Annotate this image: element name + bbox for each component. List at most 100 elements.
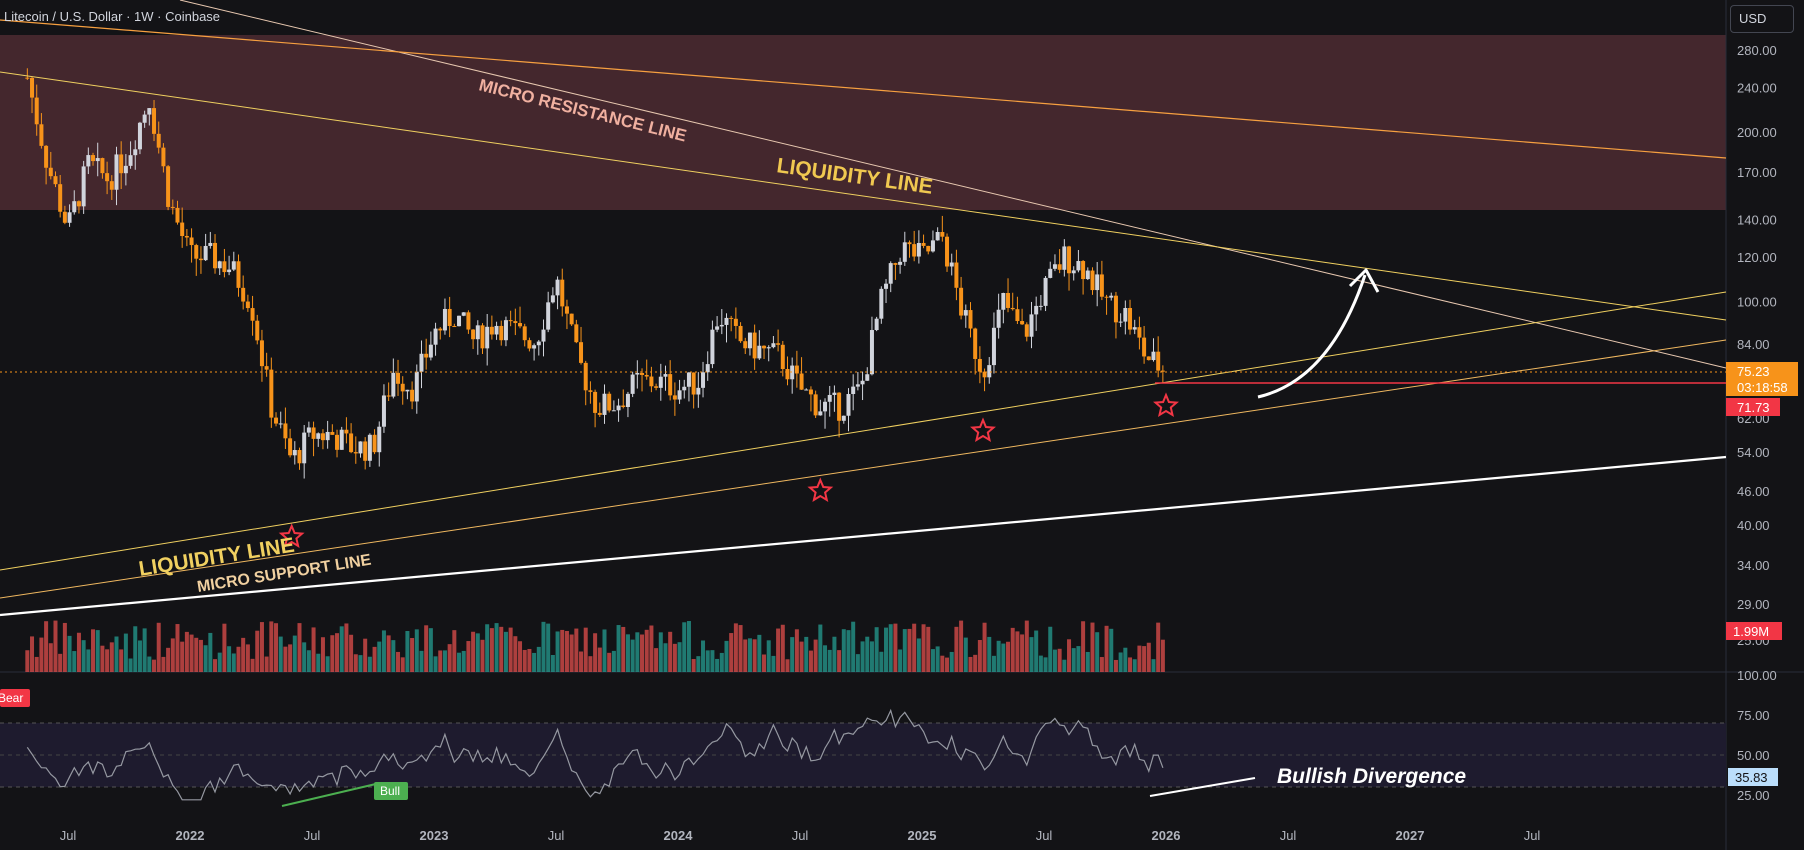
candle-body [269, 369, 274, 418]
candle-body [1062, 246, 1067, 270]
time-tick-label: Jul [1280, 828, 1297, 843]
volume-bar [569, 634, 574, 672]
candle-body [503, 320, 508, 341]
candle-body [668, 374, 673, 396]
volume-bar [1034, 630, 1039, 672]
candle-body [846, 394, 851, 416]
volume-bar [1090, 622, 1095, 672]
candle-body [180, 222, 185, 236]
volume-bar [1001, 643, 1006, 672]
candle-body [335, 434, 340, 450]
candle-body [381, 395, 386, 427]
price-tick-label: 200.00 [1737, 125, 1777, 140]
candle-body [541, 329, 546, 342]
volume-bar [715, 658, 720, 672]
volume-bar [184, 631, 189, 672]
candle-body [433, 328, 438, 345]
candle-body [442, 308, 447, 331]
candle-body [241, 287, 246, 302]
candle-body [250, 308, 255, 321]
volume-bar [682, 622, 687, 672]
candle-body [72, 201, 77, 213]
volume-bar [499, 626, 504, 672]
candle-body [818, 411, 823, 416]
time-tick-label: Jul [304, 828, 321, 843]
volume-bar [837, 650, 842, 672]
volume-bar [114, 636, 119, 672]
candle-body [724, 317, 729, 325]
volume-bar [175, 624, 180, 672]
candle-body [274, 417, 279, 424]
candle-body [311, 427, 316, 439]
volume-bar [973, 654, 978, 672]
candle-body [452, 326, 457, 328]
volume-bar [541, 621, 546, 672]
candle-body [1109, 295, 1114, 298]
candle-body [682, 386, 687, 391]
time-tick-label: 2022 [176, 828, 205, 843]
volume-bar [724, 640, 729, 672]
volume-bar [649, 625, 654, 672]
volume-bar [466, 641, 471, 672]
candle-body [278, 423, 283, 425]
volume-bar [935, 646, 940, 672]
time-tick-label: 2027 [1396, 828, 1425, 843]
trend-lines [0, 0, 1727, 617]
candle-body [752, 332, 757, 359]
volume-bar [278, 636, 283, 672]
volume-bar [62, 622, 67, 672]
volume-bar [780, 624, 785, 672]
volume-bar [67, 635, 72, 672]
candle-body [48, 167, 53, 177]
price-tick-label: 280.00 [1737, 43, 1777, 58]
volume-bar [306, 650, 311, 672]
bounce-star-marker [970, 417, 996, 442]
candle-body [508, 320, 513, 322]
candle-body [865, 374, 870, 381]
volume-bar [245, 644, 250, 672]
candle-body [729, 317, 734, 319]
candle-body [1128, 308, 1133, 330]
candle-body [1015, 309, 1020, 322]
candle-body [959, 287, 964, 316]
volume-bar [250, 658, 255, 672]
volume-bar [91, 629, 96, 672]
volume-bar [302, 642, 307, 672]
volume-bar [128, 658, 133, 672]
volume-bar [1109, 628, 1114, 672]
symbol-title: Litecoin / U.S. Dollar · 1W · Coinbase [4, 9, 221, 24]
candle-body [175, 207, 180, 223]
candle-body [625, 393, 630, 407]
currency-button[interactable]: USD [1730, 5, 1794, 33]
volume-bar [1128, 657, 1133, 672]
volume-bar [757, 634, 762, 672]
candle-body [217, 261, 222, 269]
candle-body [1076, 261, 1081, 271]
candle-body [987, 365, 992, 378]
volume-bar [743, 639, 748, 672]
volume-bar [400, 657, 405, 672]
volume-bar [959, 620, 964, 672]
volume-bar [410, 638, 415, 672]
candle-body [799, 373, 804, 390]
volume-bar [137, 640, 142, 672]
candle-body [832, 392, 837, 395]
candle-body [597, 412, 602, 415]
volume-bar [916, 638, 921, 672]
candle-body [320, 433, 325, 441]
candle-body [930, 240, 935, 252]
candle-body [593, 391, 598, 413]
candle-body [1071, 270, 1076, 274]
volume-bar [607, 652, 612, 672]
candle-body [156, 133, 161, 148]
volume-bar [269, 621, 274, 672]
volume-bar [611, 650, 616, 672]
volume-bar [325, 656, 330, 672]
candle-body [184, 235, 189, 238]
volume-bar [546, 623, 551, 672]
candle-body [1038, 305, 1043, 307]
price-tick-label: 54.00 [1737, 445, 1770, 460]
candle-body [879, 288, 884, 319]
candle-body [954, 262, 959, 288]
volume-bar [76, 632, 81, 672]
